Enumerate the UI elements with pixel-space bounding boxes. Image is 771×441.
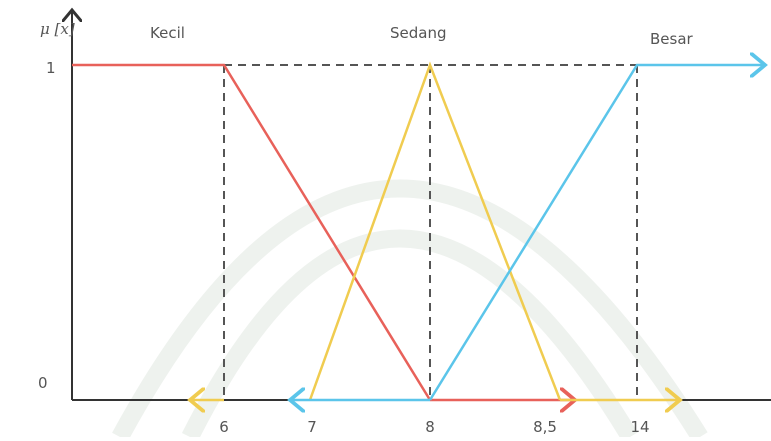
set-label: Sedang — [390, 24, 447, 42]
x-label: 6 — [219, 418, 229, 436]
y-axis-label: μ [x] — [40, 20, 75, 38]
set-label: Besar — [650, 30, 694, 48]
x-label: 14 — [630, 418, 649, 436]
x-label: 8,5 — [533, 418, 557, 436]
watermark — [112, 179, 708, 441]
x-label: 7 — [307, 418, 317, 436]
besar-curve — [428, 65, 765, 401]
sedang-curve — [308, 61, 562, 401]
y-label: 0 — [38, 374, 48, 392]
kecil-curve — [72, 63, 432, 401]
x-label: 8 — [425, 418, 435, 436]
y-label: 1 — [46, 59, 56, 77]
set-label: Kecil — [150, 24, 185, 42]
